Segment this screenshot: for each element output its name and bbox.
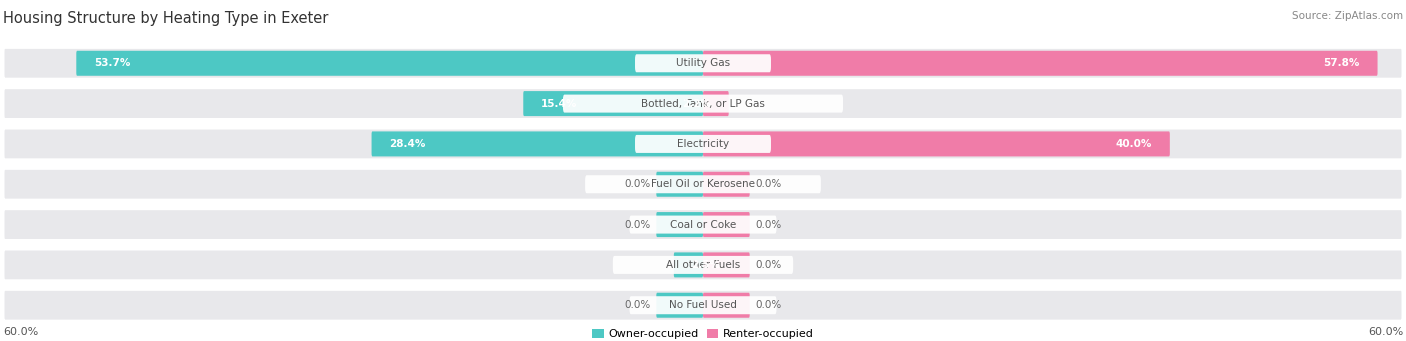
Text: 0.0%: 0.0%: [755, 179, 782, 189]
FancyBboxPatch shape: [3, 128, 1403, 160]
Text: 57.8%: 57.8%: [1323, 58, 1360, 68]
Text: 2.2%: 2.2%: [682, 99, 711, 108]
FancyBboxPatch shape: [523, 91, 703, 116]
Text: 2.5%: 2.5%: [692, 260, 720, 270]
Text: Source: ZipAtlas.com: Source: ZipAtlas.com: [1292, 11, 1403, 21]
Text: 0.0%: 0.0%: [624, 220, 651, 229]
FancyBboxPatch shape: [703, 252, 749, 278]
Text: 40.0%: 40.0%: [1116, 139, 1153, 149]
Text: Housing Structure by Heating Type in Exeter: Housing Structure by Heating Type in Exe…: [3, 11, 328, 26]
Text: 0.0%: 0.0%: [755, 220, 782, 229]
FancyBboxPatch shape: [3, 47, 1403, 79]
Text: 60.0%: 60.0%: [3, 327, 38, 337]
Text: All other Fuels: All other Fuels: [666, 260, 740, 270]
Text: Electricity: Electricity: [676, 139, 730, 149]
Text: Utility Gas: Utility Gas: [676, 58, 730, 68]
FancyBboxPatch shape: [585, 175, 821, 193]
FancyBboxPatch shape: [3, 208, 1403, 241]
Text: 0.0%: 0.0%: [624, 300, 651, 310]
FancyBboxPatch shape: [76, 51, 703, 76]
FancyBboxPatch shape: [613, 256, 793, 274]
Legend: Owner-occupied, Renter-occupied: Owner-occupied, Renter-occupied: [592, 329, 814, 339]
FancyBboxPatch shape: [703, 172, 749, 197]
Text: Fuel Oil or Kerosene: Fuel Oil or Kerosene: [651, 179, 755, 189]
Text: 60.0%: 60.0%: [1368, 327, 1403, 337]
FancyBboxPatch shape: [630, 216, 776, 234]
FancyBboxPatch shape: [3, 87, 1403, 120]
Text: 15.4%: 15.4%: [541, 99, 576, 108]
Text: No Fuel Used: No Fuel Used: [669, 300, 737, 310]
FancyBboxPatch shape: [703, 51, 1378, 76]
Text: 0.0%: 0.0%: [624, 179, 651, 189]
FancyBboxPatch shape: [657, 212, 703, 237]
FancyBboxPatch shape: [703, 293, 749, 318]
FancyBboxPatch shape: [703, 91, 728, 116]
Text: Bottled, Tank, or LP Gas: Bottled, Tank, or LP Gas: [641, 99, 765, 108]
Text: 53.7%: 53.7%: [94, 58, 131, 68]
FancyBboxPatch shape: [657, 172, 703, 197]
FancyBboxPatch shape: [3, 249, 1403, 281]
FancyBboxPatch shape: [3, 168, 1403, 201]
FancyBboxPatch shape: [657, 293, 703, 318]
FancyBboxPatch shape: [703, 212, 749, 237]
Text: 0.0%: 0.0%: [755, 300, 782, 310]
FancyBboxPatch shape: [630, 296, 776, 314]
FancyBboxPatch shape: [636, 54, 770, 72]
Text: 0.0%: 0.0%: [755, 260, 782, 270]
FancyBboxPatch shape: [562, 94, 844, 113]
Text: Coal or Coke: Coal or Coke: [669, 220, 737, 229]
FancyBboxPatch shape: [636, 135, 770, 153]
FancyBboxPatch shape: [3, 289, 1403, 321]
FancyBboxPatch shape: [371, 131, 703, 157]
FancyBboxPatch shape: [703, 131, 1170, 157]
Text: 28.4%: 28.4%: [389, 139, 426, 149]
FancyBboxPatch shape: [673, 252, 703, 278]
